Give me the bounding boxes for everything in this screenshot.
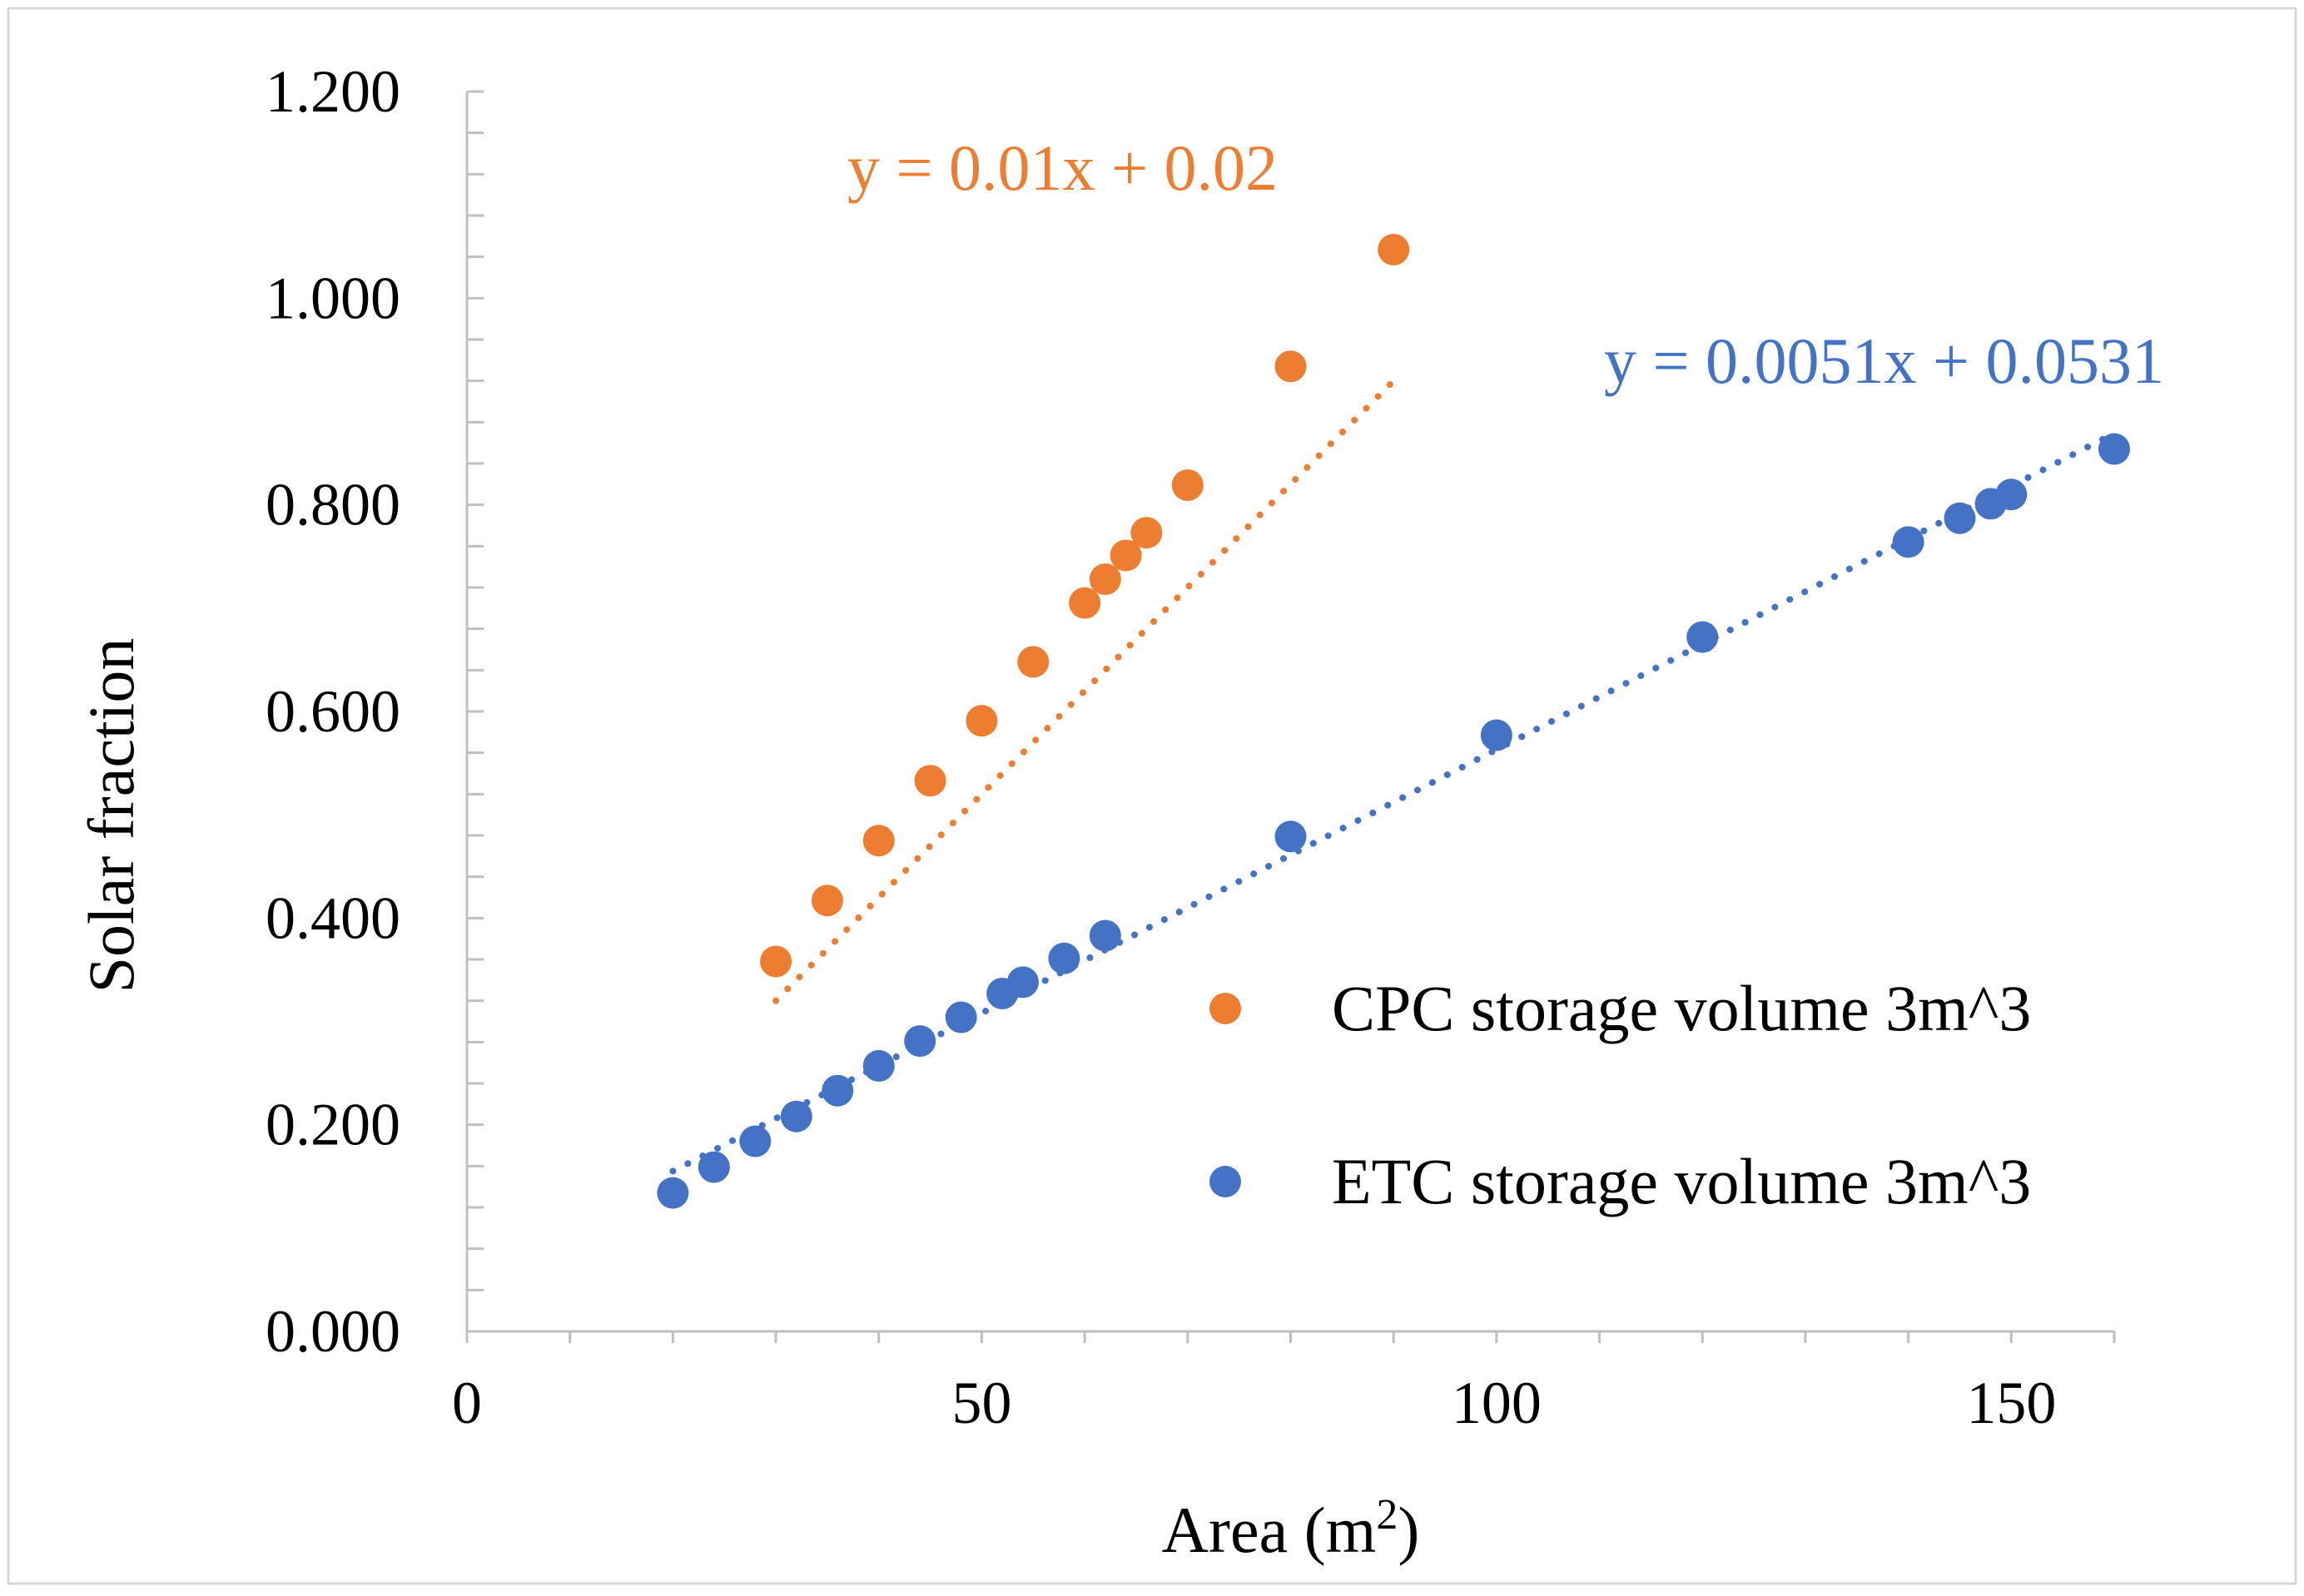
etc-data-point: [1048, 942, 1080, 974]
cpc-data-point: [1171, 469, 1204, 502]
x-axis-title-end: ): [1398, 1494, 1419, 1566]
etc-data-point: [1089, 919, 1121, 952]
x-axis-title-main: Area (m: [1162, 1494, 1377, 1566]
etc-data-point: [739, 1125, 772, 1157]
annotations-group: y = 0.01x + 0.02 y = 0.0051x + 0.0531: [847, 131, 2164, 397]
cpc-data-point: [760, 945, 792, 978]
cpc-data-point: [1069, 587, 1101, 619]
points-group: [657, 233, 2130, 1209]
cpc-data-point: [1017, 646, 1050, 678]
cpc-data-point: [1110, 539, 1142, 572]
chart-border: [7, 7, 2297, 1585]
etc-data-point: [2098, 433, 2130, 465]
cpc-data-point: [914, 765, 946, 797]
etc-data-point: [1944, 502, 1976, 534]
x-tick-label: 100: [1452, 1370, 1542, 1436]
etc-data-point: [862, 1049, 895, 1082]
etc-data-point: [1480, 719, 1512, 751]
y-tick-label: 0.600: [266, 678, 400, 745]
y-tick-label: 0.800: [266, 472, 400, 538]
etc-data-point: [698, 1151, 730, 1183]
etc-data-point: [822, 1074, 854, 1107]
x-axis-title-sup: 2: [1376, 1491, 1398, 1539]
x-tick-label: 150: [1966, 1370, 2056, 1436]
cpc-trendline: [772, 377, 1398, 1004]
cpc-data-point: [1089, 563, 1121, 596]
axes-group: 0 50 100 150 0.000 0.200 0.400 0.600 0.800 1.000 1…: [75, 58, 2116, 1567]
y-tick-label: 1.000: [266, 265, 400, 331]
etc-data-point: [1995, 478, 2028, 511]
y-tick-label: 0.400: [266, 885, 400, 951]
y-axis-title: Solar fraction: [75, 638, 147, 994]
etc-data-point: [904, 1025, 936, 1058]
x-tick-label: 50: [951, 1370, 1011, 1436]
cpc-trendline-equation: y = 0.01x + 0.02: [847, 131, 1278, 204]
etc-data-point: [945, 1001, 977, 1033]
x-tick-label: 0: [452, 1370, 482, 1436]
legend-label-cpc: CPC storage volume 3m^3: [1332, 972, 2031, 1044]
etc-data-point: [657, 1177, 689, 1209]
x-axis-title: Area (m2): [1162, 1491, 1420, 1567]
cpc-data-point: [1378, 233, 1410, 265]
cpc-data-point: [1130, 517, 1163, 549]
cpc-data-point: [966, 705, 998, 737]
cpc-data-point: [811, 885, 843, 917]
etc-data-point: [1006, 966, 1039, 999]
cpc-data-point: [1274, 350, 1307, 383]
etc-data-point: [1892, 526, 1924, 558]
etc-trendline-equation: y = 0.0051x + 0.0531: [1604, 325, 2164, 397]
etc-data-point: [1274, 820, 1307, 853]
y-tick-label: 1.200: [266, 58, 400, 125]
legend-label-etc: ETC storage volume 3m^3: [1332, 1145, 2031, 1217]
legend: CPC storage volume 3m^3 ETC storage volum…: [1209, 972, 2031, 1217]
legend-marker-etc: [1209, 1166, 1241, 1197]
etc-data-point: [1686, 621, 1719, 653]
legend-marker-cpc: [1209, 993, 1241, 1024]
cpc-data-point: [862, 825, 895, 857]
y-tick-label: 0.000: [266, 1298, 400, 1365]
y-tick-label: 0.200: [266, 1092, 400, 1158]
etc-data-point: [780, 1100, 812, 1133]
